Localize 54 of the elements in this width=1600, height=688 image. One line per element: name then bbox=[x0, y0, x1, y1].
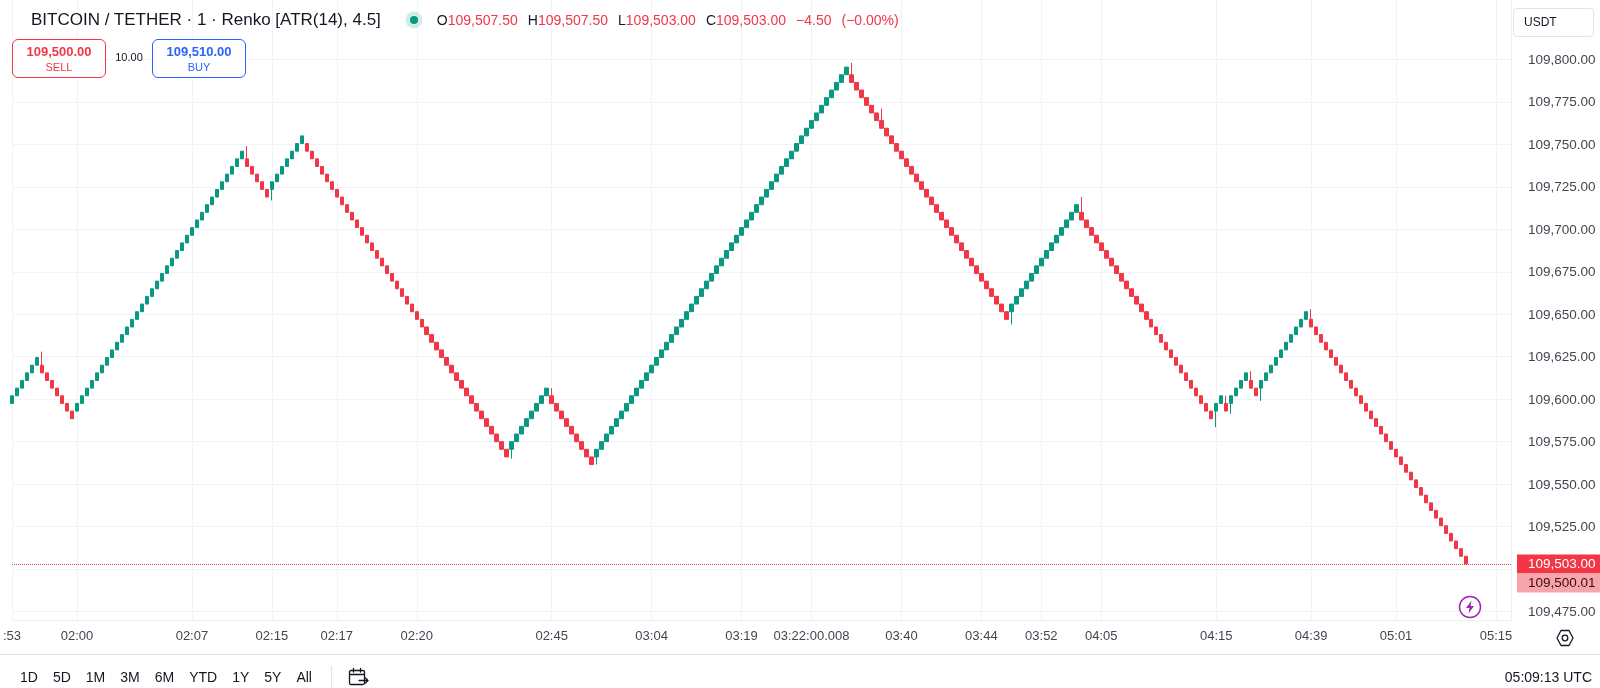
x-tick-label: 03:40 bbox=[885, 628, 918, 643]
annotation: 109,510.00 bbox=[165, 44, 233, 60]
x-tick-label: 03:44 bbox=[965, 628, 998, 643]
candlestick bbox=[1224, 395, 1228, 412]
text: 5D bbox=[52, 669, 71, 685]
annotation: SELL bbox=[44, 60, 74, 74]
x-tick-label: 02:45 bbox=[535, 628, 568, 643]
x-tick-label: 03:04 bbox=[635, 628, 668, 643]
y-tick-label: 109,750.00 bbox=[1528, 136, 1596, 152]
y-tick-label: 109,600.00 bbox=[1528, 391, 1596, 407]
y-tick-label: 109,725.00 bbox=[1528, 179, 1596, 195]
text: 109,500.01 bbox=[1528, 575, 1596, 591]
text: 1M bbox=[85, 669, 106, 685]
x-tick-label: 02:07 bbox=[175, 628, 209, 643]
x-tick-label: 02:15 bbox=[255, 628, 289, 643]
x-tick-label: 03:19 bbox=[725, 628, 758, 643]
text: 1Y bbox=[232, 669, 250, 685]
y-tick-label: 109,550.00 bbox=[1528, 476, 1596, 492]
text: 05:09:13 UTC bbox=[1504, 668, 1592, 687]
x-tick-label: 05:01 bbox=[1379, 628, 1413, 643]
y-tick-label: 109,625.00 bbox=[1528, 349, 1596, 365]
x-tick-label: :53 bbox=[3, 628, 22, 643]
text: O109,507.50 H109,507.50 L109,503.00 C109,503.00 −4.50 (−0.00%) bbox=[436, 12, 899, 28]
x-tick-label: 02:00 bbox=[60, 628, 94, 643]
x-tick-label: 04:15 bbox=[1199, 628, 1233, 643]
annotation: 109,500.00 bbox=[25, 44, 93, 60]
annotation: 10.00 bbox=[114, 50, 144, 64]
x-tick-label: 03:22:00.008 bbox=[773, 628, 850, 643]
y-tick-label: 109,525.00 bbox=[1528, 519, 1596, 535]
x-tick-label: 02:20 bbox=[400, 628, 434, 643]
text: 3M bbox=[120, 669, 140, 685]
y-tick-label: 109,475.00 bbox=[1528, 604, 1596, 620]
text: 1D bbox=[20, 669, 38, 685]
text: 6M bbox=[154, 669, 175, 685]
text: All bbox=[296, 669, 312, 685]
annotation: BUY bbox=[186, 60, 212, 74]
buy-button: 109,510.00 BUY bbox=[152, 39, 246, 78]
x-tick-label: 04:39 bbox=[1294, 628, 1328, 643]
x-tick-label: 04:05 bbox=[1085, 628, 1118, 643]
y-tick-label: 109,700.00 bbox=[1528, 221, 1596, 237]
text: 5Y bbox=[264, 669, 282, 685]
text: YTD bbox=[189, 669, 218, 685]
sell-button: 109,500.00 SELL bbox=[12, 39, 106, 78]
y-tick-label: 109,675.00 bbox=[1528, 264, 1596, 280]
text: BITCOIN / TETHER · 1 · Renko [ATR(14), 4.5] bbox=[31, 9, 381, 31]
y-tick-label: 109,775.00 bbox=[1528, 94, 1596, 110]
currency-button: USDT bbox=[1513, 8, 1594, 37]
x-tick-label: 03:52 bbox=[1025, 628, 1058, 643]
ref-line-label: 109,503.00 bbox=[1528, 556, 1596, 572]
x-tick-label: 02:17 bbox=[320, 628, 354, 643]
x-tick-label: 05:15 bbox=[1479, 628, 1513, 643]
y-tick-label: 109,575.00 bbox=[1528, 434, 1596, 450]
y-tick-label: 109,650.00 bbox=[1528, 306, 1596, 322]
y-tick-label: 109,800.00 bbox=[1528, 51, 1596, 67]
